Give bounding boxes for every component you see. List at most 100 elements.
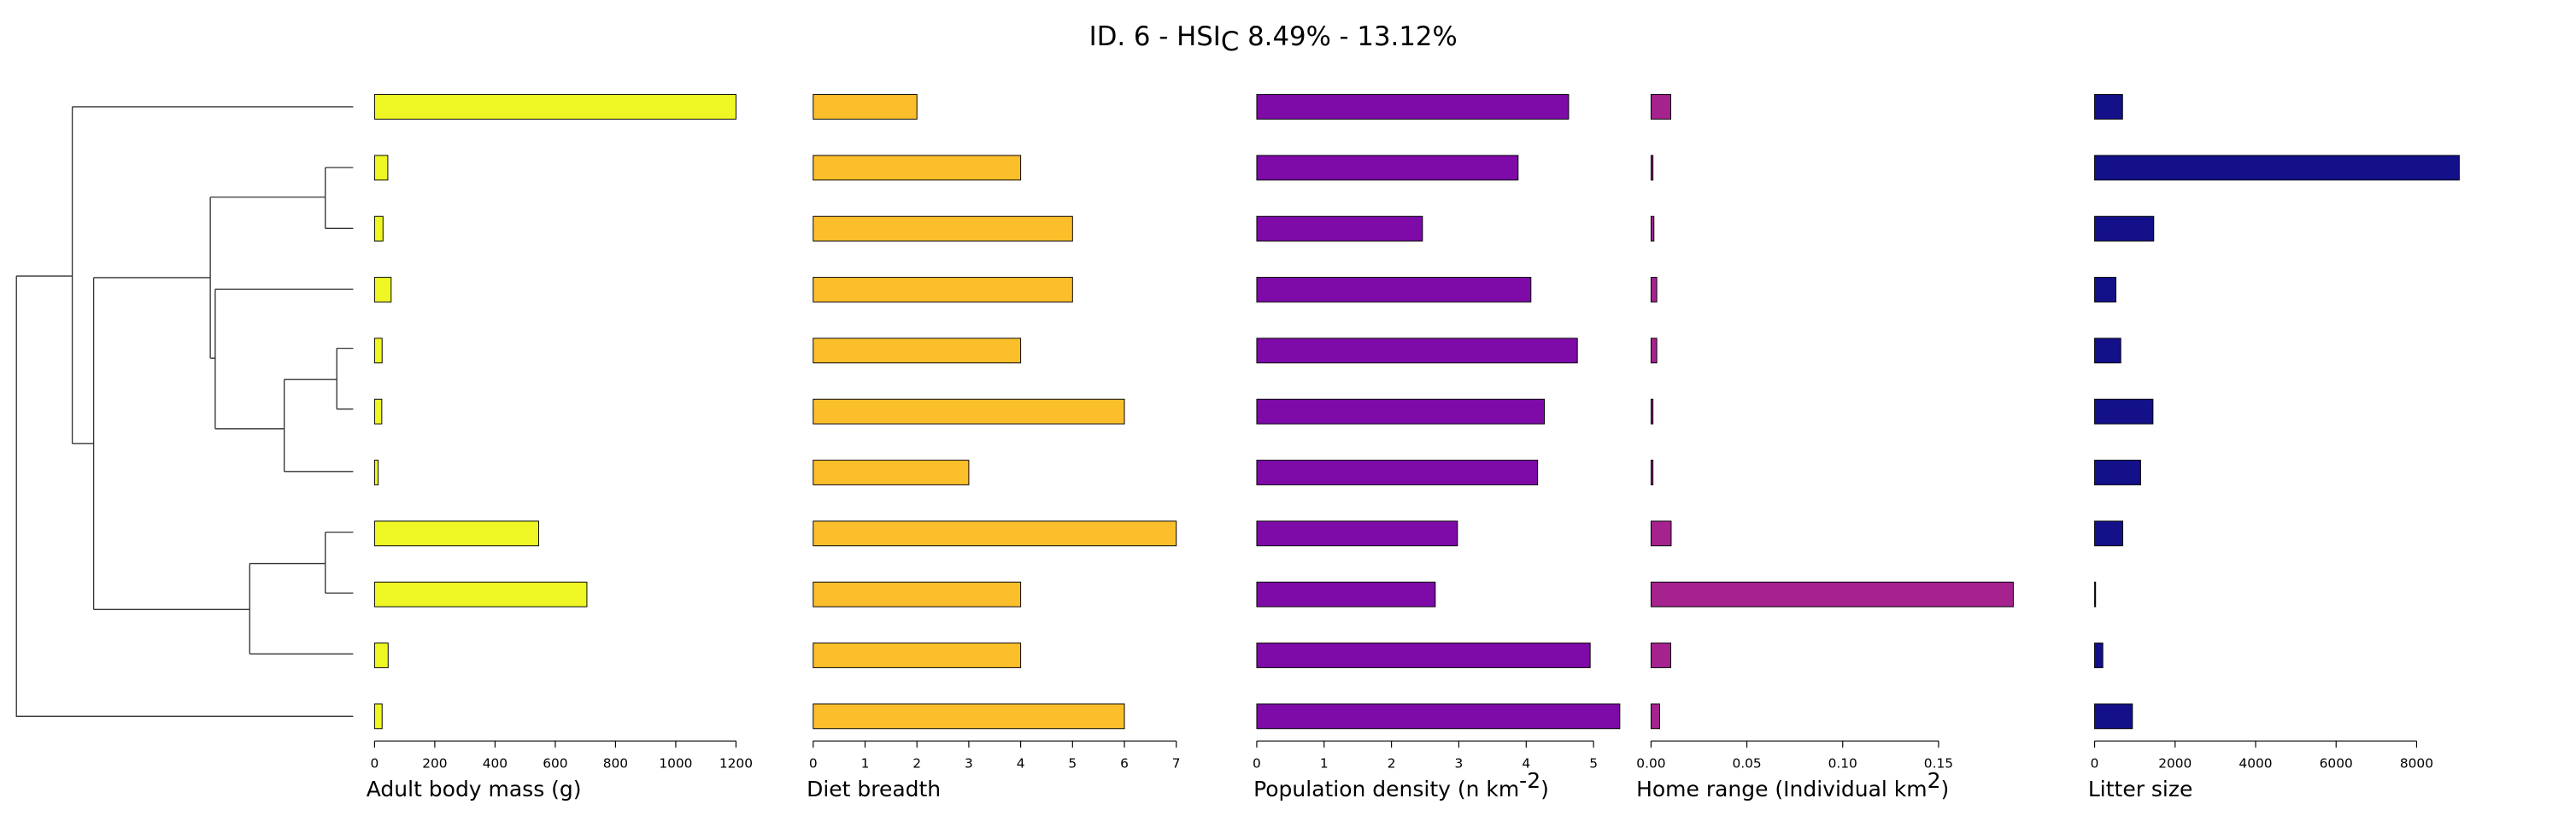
bar: [1256, 155, 1519, 181]
x-tick-label: 5: [1068, 756, 1077, 772]
x-tick-label: 3: [1455, 756, 1464, 772]
bar: [1256, 94, 1570, 120]
bar: [373, 643, 389, 668]
bar: [1650, 581, 2014, 608]
bar: [1650, 155, 1654, 181]
x-tick-label: 5: [1589, 756, 1598, 772]
bar: [373, 398, 383, 425]
x-tick-label: 2: [1388, 756, 1396, 772]
x-axis-label-superscript: -2: [1519, 768, 1540, 793]
bar: [813, 703, 1125, 730]
x-tick-label: 0: [809, 756, 818, 772]
x-axis-label-text: Diet breadth: [807, 777, 941, 801]
x-axis-label-suffix: ): [1540, 777, 1549, 801]
x-tick-label: 3: [965, 756, 973, 772]
dendrogram: [15, 106, 354, 718]
bar: [373, 215, 384, 242]
bar: [813, 520, 1177, 547]
x-tick-label: 0: [1253, 756, 1261, 772]
chart-title: ID. 6 - HSIC 8.49% - 13.12%: [1089, 21, 1458, 57]
bar: [1256, 277, 1532, 302]
x-axis-label: Litter size: [2088, 777, 2192, 801]
bar: [1650, 338, 1658, 364]
bar: [813, 643, 1022, 668]
x-tick-label: 2: [912, 756, 921, 772]
bar: [2094, 581, 2097, 608]
x-tick-label: 4000: [2239, 756, 2272, 772]
x-tick-label: 400: [483, 756, 508, 772]
x-tick-label: 1000: [659, 756, 692, 772]
bar: [813, 581, 1022, 608]
bar: [2094, 338, 2121, 364]
x-tick-label: 0: [2091, 756, 2099, 772]
bar: [1650, 520, 1672, 547]
bar: [2094, 215, 2155, 242]
x-tick-label: 0.05: [1732, 756, 1761, 772]
bar: [1256, 215, 1423, 242]
bar: [813, 94, 918, 120]
bar: [373, 277, 392, 302]
bar: [2094, 520, 2124, 547]
x-axis-label: Population density (n km-2): [1253, 768, 1549, 801]
x-axis-label: Diet breadth: [807, 777, 941, 801]
bar: [1650, 460, 1654, 485]
bar: [1650, 398, 1654, 425]
title-subscript: C: [1221, 26, 1239, 56]
x-tick-label: 600: [543, 756, 567, 772]
bar: [1650, 277, 1658, 302]
bar: [1650, 643, 1672, 668]
bar: [373, 703, 383, 730]
x-tick-label: 200: [422, 756, 447, 772]
x-tick-label: 0.10: [1828, 756, 1857, 772]
x-axis-label: Home range (Individual km2): [1636, 768, 1949, 801]
bar: [1650, 94, 1672, 120]
bar: [2094, 460, 2141, 485]
bar: [1650, 703, 1660, 730]
x-axis-label-text: Home range (Individual km: [1636, 777, 1928, 801]
x-tick-label: 1200: [719, 756, 753, 772]
bar: [813, 155, 1022, 181]
bar: [813, 338, 1022, 364]
x-tick-label: 6000: [2320, 756, 2353, 772]
bar: [813, 277, 1073, 302]
bar: [2094, 277, 2117, 302]
bar: [373, 520, 539, 547]
x-tick-label: 2000: [2158, 756, 2192, 772]
x-tick-label: 0.15: [1924, 756, 1953, 772]
bar: [1256, 643, 1591, 668]
bar: [2094, 398, 2154, 425]
bar: [1256, 703, 1621, 730]
bar: [1256, 398, 1546, 425]
x-tick-label: 800: [603, 756, 628, 772]
bar: [373, 581, 588, 608]
bar: [813, 215, 1073, 242]
bar: [1256, 581, 1436, 608]
x-axis-label: Adult body mass (g): [367, 777, 582, 801]
x-tick-label: 4: [1522, 756, 1530, 772]
x-tick-label: 4: [1017, 756, 1025, 772]
x-axis-label-text: Adult body mass (g): [367, 777, 582, 801]
plot-area: ID. 6 - HSIC 8.49% - 13.12% 0 200 400 600 80…: [15, 21, 2460, 801]
bar: [373, 155, 389, 181]
bar: [2094, 643, 2104, 668]
x-tick-label: 6: [1120, 756, 1129, 772]
x-tick-label: 8000: [2400, 756, 2433, 772]
x-axis-label-text: Litter size: [2088, 777, 2192, 801]
bar: [2094, 155, 2460, 181]
bar: [813, 398, 1125, 425]
bar: [1256, 460, 1539, 485]
bar: [813, 460, 970, 485]
bar: [1256, 338, 1578, 364]
x-axis-label-superscript: 2: [1928, 768, 1941, 793]
title-suffix: 8.49% - 13.12%: [1239, 21, 1457, 52]
bar: [2094, 94, 2123, 120]
bar: [373, 94, 736, 120]
bar: [1256, 520, 1458, 547]
bar: [1650, 215, 1655, 242]
x-axis-label-text: Population density (n km: [1253, 777, 1519, 801]
x-axis-label-suffix: ): [1941, 777, 1950, 801]
bar: [373, 460, 379, 485]
title-text: ID. 6 - HSI: [1089, 21, 1221, 52]
